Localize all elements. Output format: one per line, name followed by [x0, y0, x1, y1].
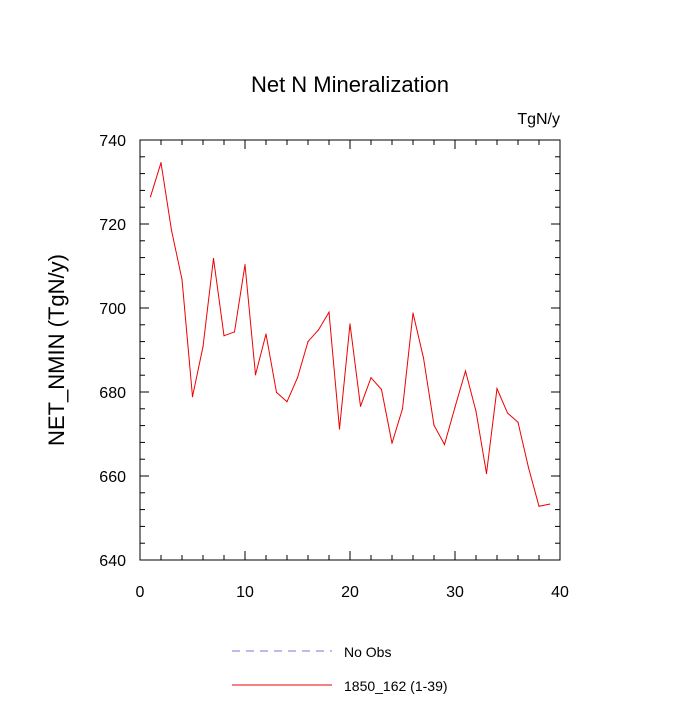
- data-point: [485, 472, 488, 475]
- x-tick-label: 30: [446, 584, 464, 601]
- axis-ticks: 0 10 20 30 40 640 660 680 700 720 740: [99, 133, 569, 601]
- y-tick-label: 720: [99, 217, 126, 234]
- data-point: [296, 377, 299, 379]
- data-point: [527, 467, 530, 469]
- data-point: [412, 312, 414, 314]
- data-point: [181, 278, 183, 281]
- x-tick-label: 20: [341, 584, 359, 601]
- plot-frame: [139, 139, 561, 561]
- y-tick-label: 680: [99, 385, 126, 402]
- chart-title: Net N Mineralization: [251, 72, 449, 97]
- y-tick-label: 700: [99, 301, 126, 318]
- data-point: [191, 396, 194, 398]
- data-point: [506, 412, 509, 414]
- data-point: [265, 333, 267, 335]
- x-tick-label: 0: [136, 584, 145, 601]
- series-line: [150, 162, 550, 507]
- data-point: [475, 410, 477, 412]
- legend-label: No Obs: [344, 644, 391, 660]
- data-point: [443, 443, 446, 446]
- data-point: [517, 421, 519, 423]
- data-point: [464, 370, 467, 372]
- data-point: [349, 323, 351, 325]
- data-point: [496, 388, 498, 390]
- data-point: [233, 331, 236, 333]
- data-point: [317, 329, 320, 331]
- data-point: [286, 401, 288, 403]
- legend: No Obs 1850_162 (1-39): [232, 644, 448, 694]
- data-point: [202, 346, 204, 348]
- data-point: [170, 229, 173, 231]
- data-point: [212, 257, 215, 260]
- data-point: [454, 406, 456, 408]
- data-point: [370, 377, 372, 379]
- data-point: [254, 374, 257, 376]
- data-point: [149, 196, 152, 198]
- series-layer: [149, 162, 551, 507]
- data-point: [160, 162, 162, 164]
- data-point: [548, 503, 551, 505]
- data-point: [223, 335, 225, 337]
- data-point: [307, 341, 309, 343]
- y-tick-label: 640: [99, 553, 126, 570]
- data-point: [338, 428, 341, 430]
- data-point: [244, 264, 246, 266]
- data-point: [538, 505, 540, 507]
- y-axis-label: NET_NMIN (TgN/y): [44, 254, 69, 446]
- data-point: [422, 357, 425, 359]
- units-label: TgN/y: [517, 111, 560, 128]
- data-point: [391, 442, 393, 444]
- data-point: [401, 408, 404, 410]
- data-point: [275, 391, 278, 394]
- y-tick-label: 660: [99, 469, 126, 486]
- data-point: [359, 405, 362, 407]
- data-point: [380, 388, 383, 391]
- y-tick-label: 740: [99, 133, 126, 150]
- data-point: [433, 424, 435, 426]
- x-tick-label: 10: [236, 584, 254, 601]
- legend-label: 1850_162 (1-39): [344, 678, 448, 694]
- x-tick-label: 40: [551, 584, 569, 601]
- data-point: [328, 311, 330, 313]
